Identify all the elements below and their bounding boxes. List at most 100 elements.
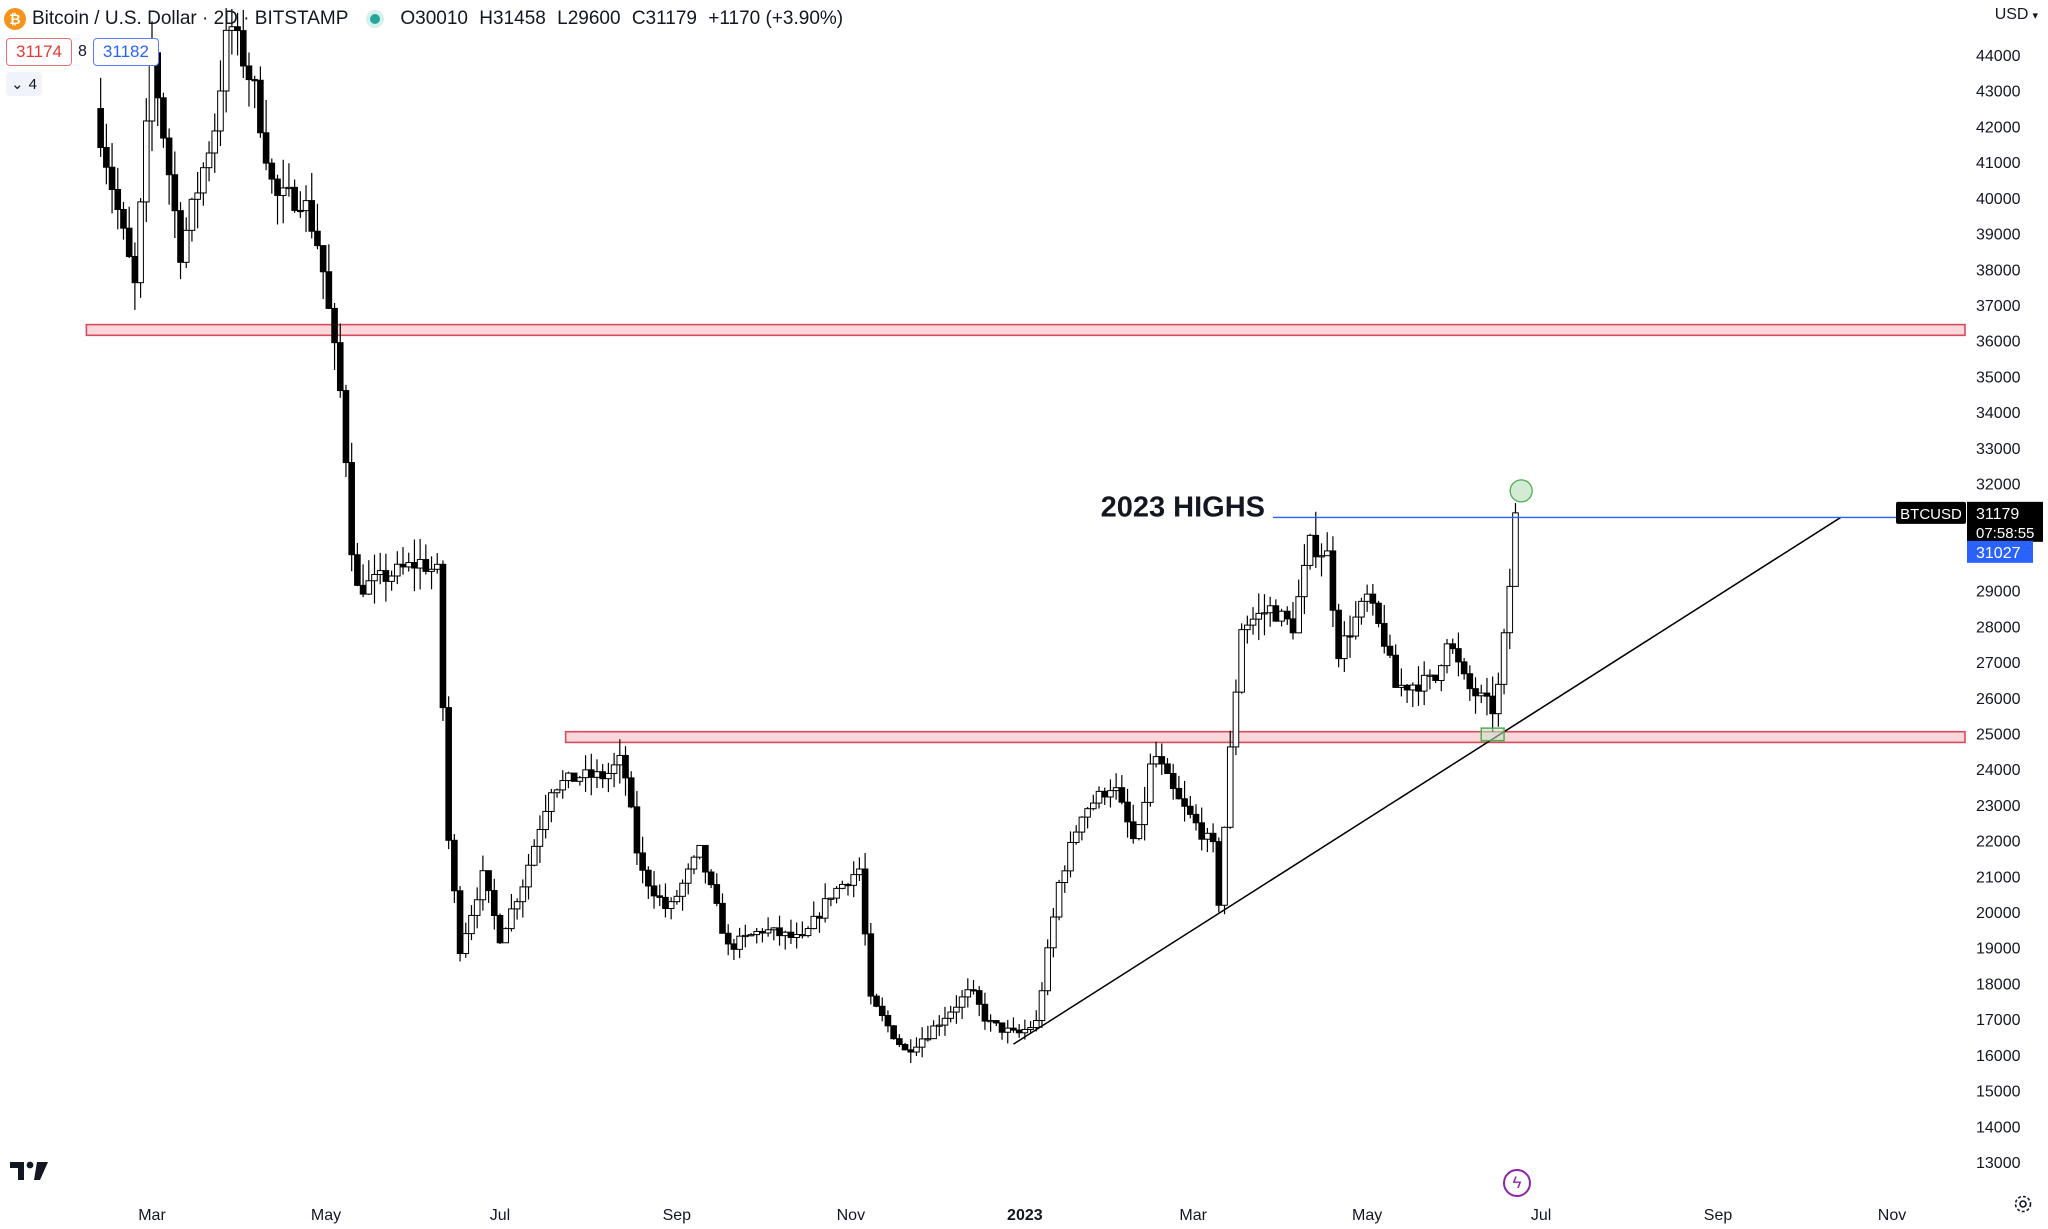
lightning-icon[interactable]: ϟ [1503, 1169, 1531, 1197]
y-tick-label: 37000 [1976, 298, 2021, 315]
candle-body [1152, 756, 1160, 765]
candle-body [1272, 605, 1280, 622]
candle-body [975, 990, 983, 1005]
y-tick-label: 27000 [1976, 655, 2021, 672]
candle-body [239, 30, 247, 67]
gear-icon[interactable] [2012, 1193, 2034, 1215]
candle-body [1443, 643, 1451, 667]
y-tick-label: 28000 [1976, 619, 2021, 636]
candle-body [684, 868, 692, 884]
candle-body [1032, 1020, 1040, 1029]
candle-body [411, 562, 418, 569]
prev-price-label: 31027 [1976, 545, 2021, 562]
candle-body [1386, 645, 1394, 656]
candle-body [1432, 674, 1439, 682]
candle-body [1021, 1028, 1029, 1034]
candle-body [1118, 787, 1126, 803]
candle-body [103, 146, 110, 168]
bar-countdown-label: 07:58:55 [1976, 525, 2034, 542]
currency-selector[interactable]: USD ▾ [1995, 6, 2038, 24]
candle-body [416, 559, 424, 569]
candle-body [359, 584, 367, 595]
candle-body [1380, 622, 1388, 647]
candle-body [536, 829, 544, 847]
sell-button[interactable]: 31174 [6, 38, 73, 66]
candle-body [993, 1020, 1000, 1024]
candle-body [245, 65, 253, 81]
candle-body [542, 810, 549, 831]
tradingview-logo-icon[interactable] [10, 1160, 50, 1182]
candle-body [941, 1017, 949, 1026]
candle-body [257, 79, 264, 134]
candle-body [479, 870, 487, 901]
candle-body [336, 342, 344, 392]
candle-body [833, 887, 840, 899]
candle-body [125, 227, 133, 257]
candle-body [622, 754, 629, 779]
candle-body [1198, 822, 1206, 840]
candle-body [742, 934, 749, 938]
candle-body [1238, 629, 1245, 693]
symbol-header[interactable]: ₿ Bitcoin / U.S. Dollar · 2D · BITSTAMP … [4, 6, 849, 32]
candle-body [679, 882, 686, 897]
y-tick-label: 32000 [1976, 477, 2021, 494]
candle-body [1044, 947, 1051, 992]
candle-body [599, 771, 606, 780]
indicators-toggle[interactable]: ⌄ 4 [6, 72, 42, 96]
chevron-down-icon: ⌄ [11, 76, 24, 93]
candle-body [1027, 1027, 1034, 1030]
trade-buttons: 31174 8 31182 [6, 38, 159, 66]
candle-body [530, 845, 538, 866]
candle-body [279, 187, 287, 196]
candle-body [1067, 842, 1074, 872]
candle-body [707, 871, 715, 886]
y-tick-label: 26000 [1976, 691, 2021, 708]
candle-body [308, 200, 316, 232]
candle-body [468, 914, 475, 935]
trendline [1013, 516, 1842, 1045]
candle-body [97, 108, 104, 148]
candle-body [1306, 534, 1314, 566]
y-tick-label: 22000 [1976, 834, 2021, 851]
candle-body [131, 255, 139, 284]
candle-body [1147, 763, 1154, 803]
ohlc-change: +1170 (+3.90%) [708, 8, 844, 29]
candle-body [325, 271, 333, 309]
y-tick-label: 29000 [1976, 584, 2021, 601]
candle-body [633, 806, 641, 854]
candle-body [302, 200, 310, 212]
y-tick-label: 38000 [1976, 262, 2021, 279]
y-tick-label: 18000 [1976, 976, 2021, 993]
symbol-title[interactable]: Bitcoin / U.S. Dollar · 2D · BITSTAMP [32, 8, 349, 29]
ohlc-low: L29600 [557, 8, 621, 29]
candle-body [194, 192, 201, 200]
candle-body [1426, 674, 1434, 677]
candle-body [924, 1038, 932, 1041]
candle-body [388, 575, 395, 582]
spread-value: 8 [78, 43, 87, 60]
candle-body [422, 559, 430, 572]
candle-body [1135, 824, 1143, 840]
indicator-count: 4 [28, 75, 37, 93]
candle-body [274, 178, 281, 196]
candle-body [736, 935, 743, 950]
y-tick-label: 19000 [1976, 941, 2021, 958]
candle-body [200, 167, 207, 194]
candle-body [901, 1043, 909, 1051]
candle-body [918, 1038, 926, 1048]
buy-button[interactable]: 31182 [92, 38, 159, 66]
candle-body [913, 1046, 920, 1053]
y-tick-label: 41000 [1976, 155, 2021, 172]
candle-body [142, 120, 150, 203]
candle-body [251, 79, 258, 82]
candle-body [1209, 832, 1217, 843]
candle-body [1312, 534, 1320, 558]
candle-body [816, 915, 823, 919]
candle-body [291, 186, 298, 211]
candle-body [462, 933, 470, 955]
candle-body [987, 1020, 994, 1023]
candle-body [576, 777, 584, 782]
candle-body [1460, 661, 1468, 675]
y-tick-label: 16000 [1976, 1048, 2021, 1065]
